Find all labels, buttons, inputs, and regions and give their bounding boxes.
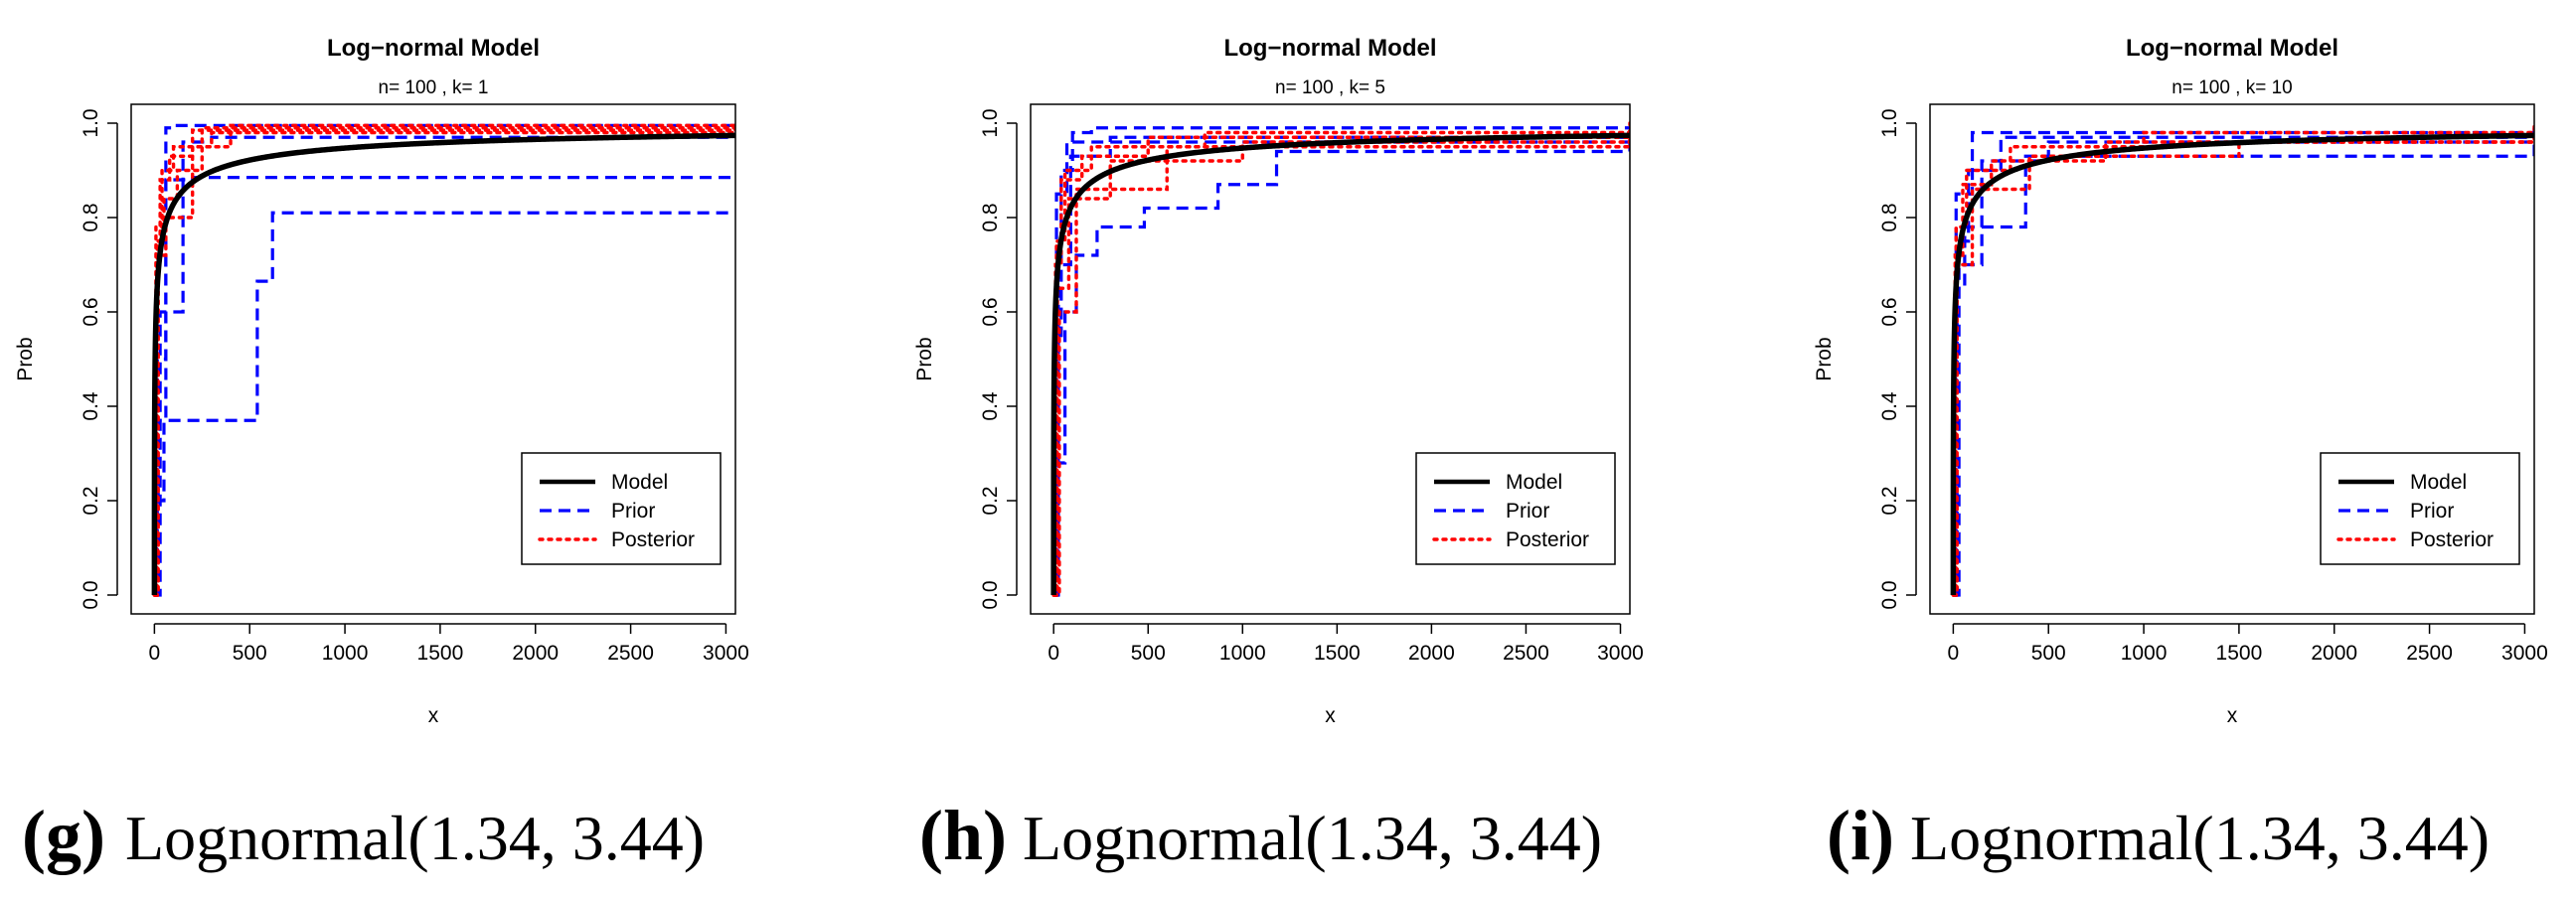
x-tick-label: 1500: [2216, 642, 2263, 665]
plot-frame: [1030, 103, 1631, 615]
y-tick-label: 0.0: [80, 580, 102, 609]
posterior-step-line-4: [1051, 123, 1630, 597]
prior-step-line-3: [154, 123, 735, 597]
x-tick-label: 2000: [1408, 642, 1455, 665]
legend-label-prior: Prior: [611, 500, 655, 523]
chart-panel-2: Log−normal Model n= 100 , k= 5 0 500 1000 150…: [913, 35, 1644, 875]
chart-subtitle: n= 100 , k= 10: [2172, 77, 2293, 98]
y-tick-label: 0.4: [80, 391, 102, 421]
chart-subtitle: n= 100 , k= 1: [379, 77, 489, 98]
y-tick-label: 1.0: [1878, 108, 1901, 137]
y-tick-label: 0.6: [80, 297, 102, 326]
y-tick-label: 0.2: [1878, 486, 1901, 515]
model-cdf-line: [151, 132, 735, 596]
y-axis-label: Prob: [1813, 337, 1836, 380]
x-tick-label: 500: [233, 642, 267, 665]
y-tick-label: 0.4: [1878, 391, 1901, 421]
legend-box: [1415, 452, 1616, 565]
x-tick-label: 0: [1047, 642, 1059, 665]
legend-label-prior: Prior: [2410, 500, 2454, 523]
x-tick-label: 1500: [1314, 642, 1361, 665]
y-axis-label: Prob: [913, 337, 936, 380]
prior-step-line-1: [1053, 132, 1630, 597]
chart-subtitle: n= 100 , k= 5: [1275, 77, 1385, 98]
y-tick-label: 0.8: [80, 203, 102, 231]
legend-label-model: Model: [2410, 471, 2467, 494]
y-tick-label: 0.0: [1878, 580, 1901, 609]
y-tick-label: 0.6: [1878, 297, 1901, 326]
chart-panel-3: Log−normal Model n= 100 , k= 10 0 500 1000 15…: [1813, 35, 2548, 875]
chart-panel-1: Log−normal Model n= 100 , k= 1 0 500 1000 150…: [14, 35, 749, 875]
x-tick-label: 2000: [2311, 642, 2357, 665]
x-tick-label: 2500: [607, 642, 654, 665]
x-tick-label: 1500: [417, 642, 464, 665]
y-tick-label: 0.4: [979, 391, 1002, 421]
y-tick-label: 0.2: [979, 486, 1002, 515]
chart-title: Log−normal Model: [327, 35, 540, 62]
caption-text: Lognormal(1.34, 3.44): [125, 803, 705, 873]
legend-label-posterior: Posterior: [2410, 528, 2494, 551]
x-tick-label: 500: [2031, 642, 2066, 665]
chart-title: Log−normal Model: [1223, 35, 1436, 62]
y-tick-label: 0.0: [979, 580, 1002, 609]
legend-label-model: Model: [611, 471, 668, 494]
x-tick-label: 2000: [512, 642, 559, 665]
x-tick-label: 1000: [1219, 642, 1266, 665]
x-tick-label: 500: [1131, 642, 1166, 665]
caption-letter: (i): [1827, 796, 1894, 875]
x-axis-label: x: [2227, 704, 2238, 727]
y-tick-label: 0.2: [80, 486, 102, 515]
legend: Model Prior Posterior: [2320, 452, 2520, 565]
x-tick-label: 3000: [703, 642, 749, 665]
plot-data: [151, 121, 735, 597]
legend-box: [2320, 452, 2520, 565]
legend: Model Prior Posterior: [521, 452, 722, 565]
y-tick-label: 0.8: [979, 203, 1002, 231]
plot-data: [1950, 123, 2534, 597]
x-axis-label: x: [1325, 704, 1336, 727]
x-tick-label: 2500: [2406, 642, 2453, 665]
model-cdf-line: [1950, 132, 2534, 596]
posterior-step-line-3: [1051, 121, 1630, 597]
x-axis-label: x: [428, 704, 439, 727]
posterior-step-line-3: [152, 121, 735, 597]
x-tick-label: 2500: [1503, 642, 1549, 665]
plot-frame: [130, 103, 736, 615]
plot-frame: [1929, 103, 2535, 615]
x-tick-label: 1000: [2121, 642, 2168, 665]
x-tick-label: 3000: [1597, 642, 1644, 665]
caption-text: Lognormal(1.34, 3.44): [1023, 803, 1602, 873]
legend: Model Prior Posterior: [1415, 452, 1616, 565]
legend-label-posterior: Posterior: [1506, 528, 1589, 551]
legend-label-model: Model: [1506, 471, 1562, 494]
plot-data: [1050, 121, 1630, 597]
caption-text: Lognormal(1.34, 3.44): [1910, 803, 2490, 873]
y-tick-label: 0.6: [979, 297, 1002, 326]
y-tick-label: 1.0: [80, 108, 102, 137]
y-tick-label: 0.8: [1878, 203, 1901, 231]
x-tick-label: 1000: [322, 642, 369, 665]
y-axis-label: Prob: [14, 337, 37, 380]
chart-title: Log−normal Model: [2126, 35, 2338, 62]
model-cdf-line: [1050, 132, 1630, 595]
x-tick-label: 0: [1948, 642, 1960, 665]
x-tick-label: 0: [149, 642, 161, 665]
legend-label-posterior: Posterior: [611, 528, 695, 551]
x-tick-label: 3000: [2501, 642, 2548, 665]
caption-letter: (g): [22, 796, 105, 875]
caption-letter: (h): [919, 796, 1007, 875]
legend-box: [521, 452, 722, 565]
legend-label-prior: Prior: [1506, 500, 1549, 523]
y-tick-label: 1.0: [979, 108, 1002, 137]
